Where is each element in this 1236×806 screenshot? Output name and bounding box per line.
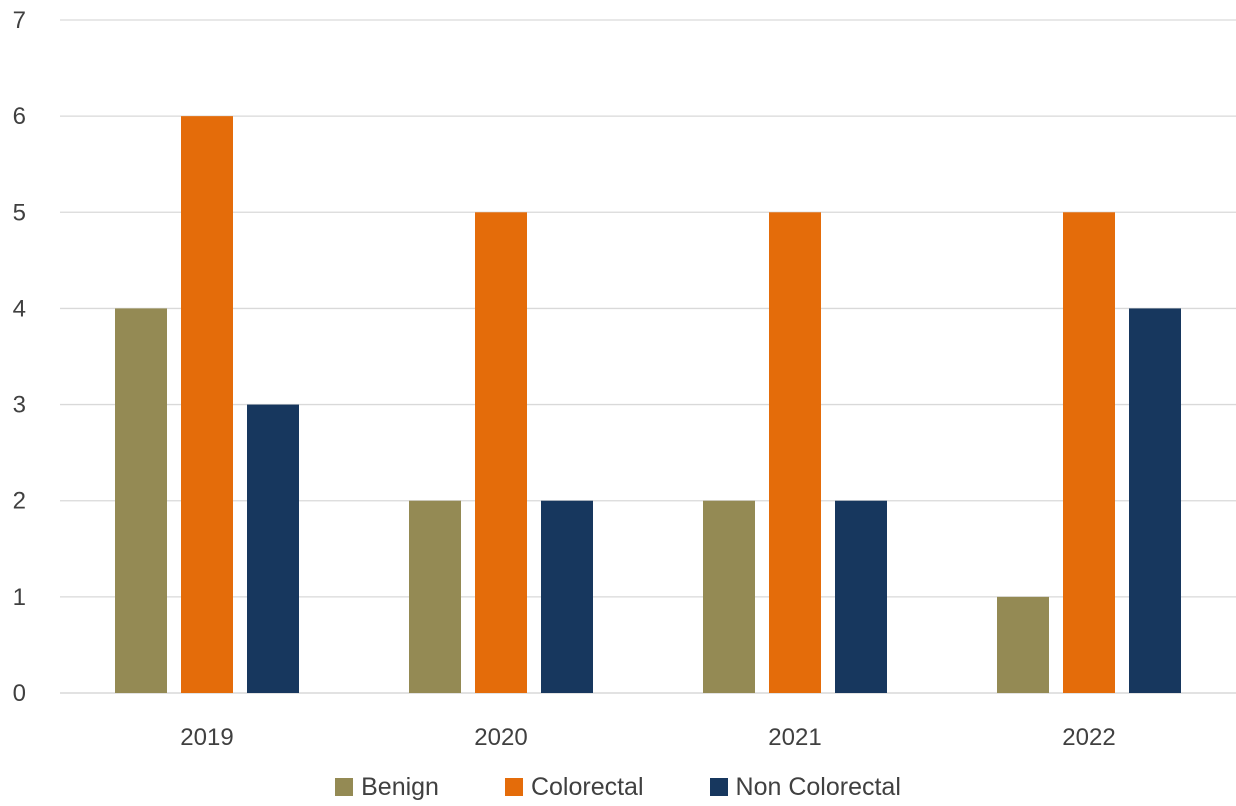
legend-item-non-colorectal: Non Colorectal [709, 772, 901, 802]
y-axis-ticks: 0 1 2 3 4 5 6 7 [13, 7, 26, 707]
legend-label-benign: Benign [361, 772, 439, 801]
legend-swatch-non-colorectal [709, 778, 728, 796]
y-tick-label: 6 [13, 103, 26, 130]
legend-item-colorectal: Colorectal [504, 772, 644, 802]
x-tick-label: 2022 [1062, 724, 1115, 751]
gridlines [60, 19, 1236, 694]
legend-label-non-colorectal: Non Colorectal [735, 772, 901, 801]
y-tick-label: 7 [13, 7, 26, 34]
x-axis-ticks: 2019 2020 2021 2022 [180, 724, 1115, 751]
legend-swatch-colorectal [504, 778, 523, 796]
bar-benign-2020 [409, 500, 461, 693]
bar-benign-2019 [115, 308, 167, 693]
legend-item-benign: Benign [335, 773, 439, 802]
x-tick-label: 2019 [180, 724, 233, 751]
y-tick-label: 3 [13, 392, 26, 419]
bar-benign-2021 [703, 500, 755, 693]
bar-colorectal-2021 [769, 212, 821, 694]
bar-non-colorectal-2021 [835, 500, 887, 693]
bar-colorectal-2019 [181, 116, 233, 693]
bar-non-colorectal-2022 [1129, 308, 1181, 693]
bar-colorectal-2022 [1063, 212, 1115, 694]
legend-label-colorectal: Colorectal [530, 772, 644, 801]
x-tick-label: 2021 [768, 724, 821, 751]
chart-plot: 0 1 2 3 4 5 6 7 2019 2020 2021 2022 [13, 7, 1236, 751]
bar-colorectal-2020 [475, 212, 527, 694]
bar-non-colorectal-2019 [247, 404, 299, 693]
x-tick-label: 2020 [474, 724, 527, 751]
bar-non-colorectal-2020 [541, 500, 593, 693]
bar-benign-2022 [997, 596, 1049, 693]
y-tick-label: 5 [13, 199, 26, 226]
y-tick-label: 1 [13, 584, 26, 611]
y-tick-label: 0 [13, 680, 26, 707]
legend-swatch-benign [335, 778, 354, 796]
y-tick-label: 2 [13, 488, 26, 515]
y-tick-label: 4 [13, 295, 26, 322]
legend: Benign Colorectal Non Colorectal [0, 768, 1236, 806]
bars [115, 116, 1181, 694]
